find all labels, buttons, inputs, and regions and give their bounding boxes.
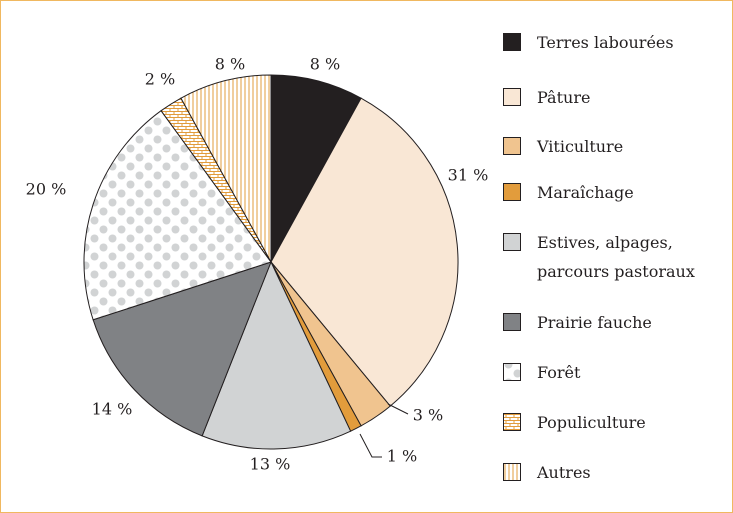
legend-label: Pâture [537,88,591,107]
legend-swatch [503,313,521,331]
data-label: 1 % [387,447,417,466]
legend-label: Estives, alpages, parcours pastoraux [537,233,695,281]
legend-swatch [503,233,521,251]
data-label: 2 % [145,70,175,89]
data-label: 8 % [310,55,340,74]
legend-swatch [503,463,521,481]
data-label: 8 % [215,55,245,74]
data-label: 14 % [92,400,133,419]
legend-swatch [503,137,521,155]
legend-label: Terres labourées [537,33,674,52]
legend-label: Populiculture [537,413,646,432]
legend-swatch [503,413,521,431]
pie-slice [180,74,272,263]
leader-line [359,433,382,458]
legend-label: Forêt [537,363,581,382]
legend-swatch [503,363,521,381]
pie-slice [270,97,459,407]
legend-label: Viticulture [537,137,624,156]
leader-line [387,403,409,415]
pie-slice [201,260,352,450]
legend-swatch [503,33,521,51]
legend-swatch [503,183,521,201]
legend-swatch [503,88,521,106]
pie-slice [270,74,362,263]
legend-label: Prairie fauche [537,313,652,332]
data-label: 3 % [413,406,443,425]
data-label: 31 % [448,166,489,185]
data-label: 20 % [26,180,67,199]
legend-label: Maraîchage [537,183,634,202]
legend-label: Autres [537,463,591,482]
data-label: 13 % [250,455,291,474]
pie-slice [83,110,272,321]
